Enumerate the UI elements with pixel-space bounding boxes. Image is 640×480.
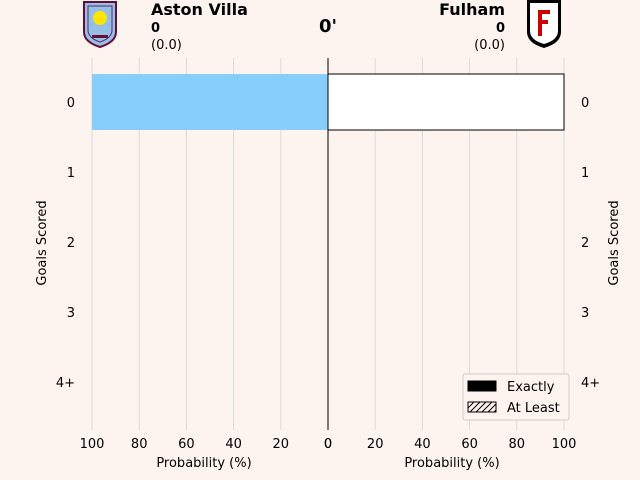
left-y-tick-label: 4+: [56, 376, 75, 391]
x-tick-label: 60: [461, 437, 478, 452]
away-team-name: Fulham: [439, 0, 505, 19]
home-crest-icon: [83, 1, 117, 49]
bar-exactly: [92, 74, 328, 130]
left-x-axis-title: Probability (%): [156, 456, 251, 471]
left-y-tick-label: 3: [67, 306, 75, 321]
x-tick-label: 100: [552, 437, 577, 452]
bar-exactly: [327, 73, 565, 131]
legend: Exactly At Least: [462, 373, 570, 421]
legend-swatch-exactly: [467, 380, 497, 392]
right-y-axis-title: Goals Scored: [607, 200, 622, 285]
left-y-axis-title: Goals Scored: [35, 200, 50, 285]
away-score: 0: [496, 21, 505, 36]
legend-label-at-least: At Least: [507, 401, 560, 416]
right-x-axis-title: Probability (%): [404, 456, 499, 471]
x-tick-label: 0: [324, 437, 332, 452]
right-y-tick-label: 4+: [581, 376, 600, 391]
legend-swatch-at-least: [467, 401, 497, 413]
left-y-tick-label: 0: [67, 96, 75, 111]
left-y-tick-label: 1: [67, 166, 75, 181]
x-tick-label: 60: [178, 437, 195, 452]
x-tick-label: 0: [324, 437, 332, 452]
match-minute: 0': [319, 16, 337, 37]
home-team-name: Aston Villa: [151, 0, 248, 19]
right-y-tick-label: 3: [581, 306, 589, 321]
x-tick-label: 100: [80, 437, 105, 452]
home-xg: (0.0): [151, 38, 182, 53]
x-tick-label: 20: [273, 437, 290, 452]
right-y-tick-label: 1: [581, 166, 589, 181]
x-tick-label: 80: [509, 437, 526, 452]
away-crest-icon: [527, 0, 561, 48]
right-y-tick-label: 0: [581, 96, 589, 111]
away-xg: (0.0): [474, 38, 505, 53]
x-tick-label: 80: [131, 437, 148, 452]
x-tick-label: 40: [414, 437, 431, 452]
x-tick-label: 20: [367, 437, 384, 452]
right-y-tick-label: 2: [581, 236, 589, 251]
x-tick-label: 40: [225, 437, 242, 452]
home-score: 0: [151, 21, 160, 36]
legend-label-exactly: Exactly: [507, 380, 555, 395]
bars: [92, 73, 565, 131]
left-y-tick-label: 2: [67, 236, 75, 251]
